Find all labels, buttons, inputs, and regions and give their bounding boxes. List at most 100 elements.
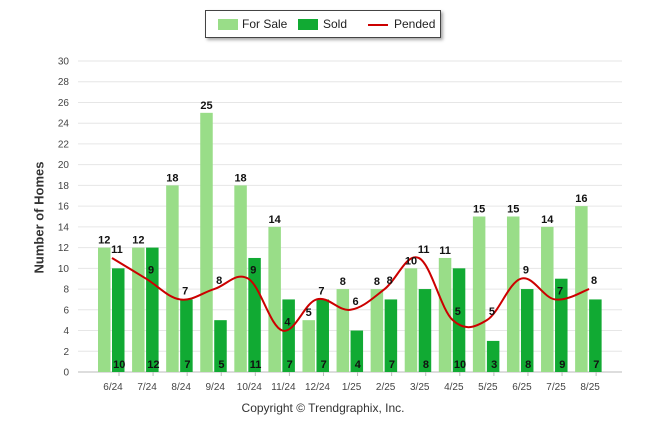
sold-value-label: 9 [559,359,565,371]
sold-value-label: 12 [147,359,159,371]
x-tick-label: 4/25 [444,382,464,393]
y-tick-label: 10 [58,264,70,275]
for-sale-bar [472,216,486,372]
pended-swatch[interactable] [368,24,388,26]
x-tick-label: 7/24 [137,382,157,393]
legend-pended[interactable]: Pended [394,17,436,31]
sold-bar [214,320,227,372]
for-sale-value-label: 8 [340,276,346,288]
y-tick-label: 30 [58,57,70,68]
for-sale-value-label: 12 [132,235,144,247]
y-tick-label: 26 [58,98,70,109]
x-tick-label: 3/25 [410,382,430,393]
x-tick-label: 6/25 [512,382,532,393]
for-sale-bar [404,268,418,372]
y-tick-label: 18 [58,181,70,192]
sold-bar [282,299,295,372]
bars [98,112,602,372]
x-tick-label: 1/25 [342,382,362,393]
pended-line [111,256,590,332]
for-sale-value-label: 8 [374,276,380,288]
pended-value-label: 9 [250,265,256,277]
y-axis-title: Number of Homes [31,161,47,274]
for-sale-value-label: 25 [200,100,212,112]
sold-bar [452,268,466,372]
x-tick-label: 10/24 [237,382,262,393]
for-sale-bar [438,257,452,372]
sold-bar [112,268,125,372]
x-tick-label: 11/24 [271,382,296,393]
pended-value-label: 4 [284,317,291,329]
x-tick-label: 2/25 [376,382,396,393]
sold-bar [384,299,398,372]
pended-value-label: 9 [148,265,154,277]
sold-swatch[interactable] [298,19,318,30]
for-sale-value-label: 15 [507,204,519,216]
x-tick-label: 8/25 [580,382,600,393]
sold-bar [316,299,329,372]
sold-bar [520,289,534,372]
y-tick-label: 2 [63,347,69,358]
sold-value-label: 8 [525,359,531,371]
sold-value-label: 10 [113,359,125,371]
copyright-text: Copyright © Trendgraphix, Inc. [241,401,405,415]
for-sale-bar [234,185,247,372]
for-sale-bar [370,289,384,372]
y-tick-label: 14 [58,222,70,233]
sold-bar [350,330,364,372]
pended-value-label: 8 [591,275,597,287]
for-sale-swatch[interactable] [218,19,238,30]
y-tick-label: 24 [58,119,70,130]
for-sale-bar [302,320,315,372]
y-tick-label: 28 [58,77,70,88]
x-tick-label: 6/24 [103,382,123,393]
for-sale-value-label: 18 [234,172,246,184]
for-sale-bar [200,112,213,372]
y-tick-label: 0 [63,368,69,379]
pended-value-label: 7 [557,285,563,297]
sold-bar [486,340,500,372]
sold-bar [180,299,193,372]
sold-value-label: 4 [355,359,362,371]
for-sale-bar [336,289,350,372]
pended-value-label: 5 [489,306,495,318]
sold-value-label: 7 [389,359,395,371]
legend-for-sale[interactable]: For Sale [242,17,288,31]
pended-value-label: 11 [111,244,123,256]
sold-value-label: 5 [218,359,224,371]
sold-bar [589,299,602,372]
sold-value-label: 7 [287,359,293,371]
for-sale-bar [166,185,179,372]
x-tick-label: 5/25 [478,382,498,393]
y-tick-label: 4 [63,326,69,337]
pended-value-label: 7 [182,285,188,297]
sold-value-label: 8 [423,359,429,371]
sold-bar [555,278,568,372]
pended-value-label: 11 [418,244,430,256]
for-sale-bar [575,206,588,372]
sold-value-label: 7 [184,359,190,371]
for-sale-value-label: 16 [575,193,587,205]
legend-sold[interactable]: Sold [323,17,348,31]
pended-value-label: 9 [523,265,529,277]
for-sale-value-label: 11 [439,245,451,257]
pended-value-label: 5 [455,306,461,318]
for-sale-bar [506,216,520,372]
for-sale-bar [268,226,281,372]
for-sale-value-label: 18 [166,172,178,184]
for-sale-value-label: 10 [405,255,417,267]
pended-value-label: 8 [387,275,393,287]
for-sale-bar [98,247,111,372]
x-tick-label: 8/24 [171,382,191,393]
y-tick-label: 16 [58,202,70,213]
data-labels: 1210121218725518111475784871081110153158… [98,100,599,371]
for-sale-value-label: 15 [473,204,485,216]
x-tick-label: 9/24 [206,382,226,393]
sold-bar [146,247,159,372]
legend: For Sale Sold Pended [205,10,441,38]
sold-value-label: 10 [454,359,466,371]
x-tick-label: 7/25 [546,382,566,393]
x-tick-label: 12/24 [305,382,330,393]
